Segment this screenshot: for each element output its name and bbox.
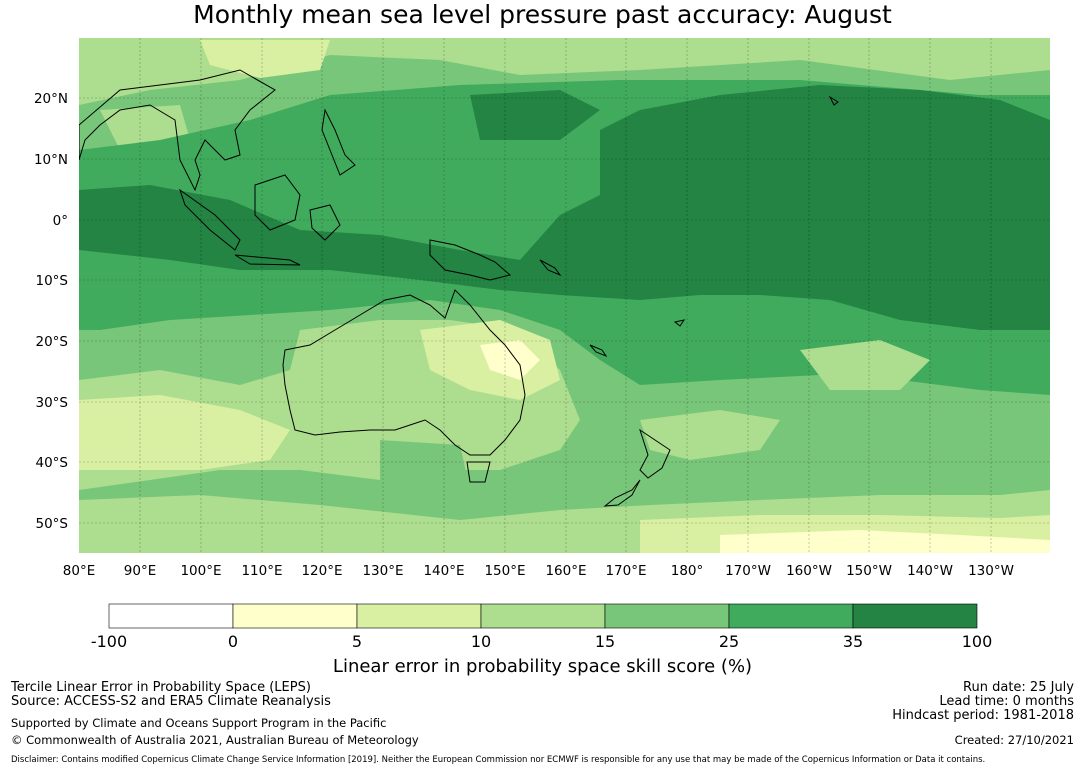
colorbar-tick-label: 10 <box>471 632 491 651</box>
created-label: Created: 27/10/2021 <box>954 733 1074 747</box>
lon-label: 130°W <box>968 563 1014 579</box>
lat-label: 50°S <box>36 516 69 532</box>
support-label: Supported by Climate and Oceans Support … <box>11 716 387 730</box>
lon-label: 160°W <box>786 563 832 579</box>
lon-label: 150°W <box>846 563 892 579</box>
colorbar-segment <box>356 603 482 629</box>
lat-label: 10°S <box>36 273 69 289</box>
lead-time-label: Lead time: 0 months <box>939 694 1074 709</box>
disclaimer: Disclaimer: Contains modified Copernicus… <box>11 755 986 765</box>
lon-label: 120°E <box>301 563 342 579</box>
lat-label: 40°S <box>36 455 69 471</box>
lon-label: 140°E <box>423 563 464 579</box>
colorbar-segment <box>232 603 358 629</box>
colorbar-tick-label: 100 <box>962 632 993 651</box>
lon-label: 100°E <box>180 563 221 579</box>
copyright-label: © Commonwealth of Australia 2021, Austra… <box>11 733 419 747</box>
coastlines <box>79 69 839 507</box>
colorbar-tick-label: 25 <box>719 632 739 651</box>
lon-label: 140°W <box>907 563 953 579</box>
hindcast-label: Hindcast period: 1981-2018 <box>892 708 1074 723</box>
lon-label: 170°E <box>605 563 646 579</box>
lon-label: 130°E <box>362 563 403 579</box>
lon-label: 160°E <box>545 563 586 579</box>
lat-label: 0° <box>53 213 68 229</box>
lon-label: 170°W <box>725 563 771 579</box>
lon-label: 90°E <box>124 563 156 579</box>
colorbar-tick-label: 35 <box>843 632 863 651</box>
colorbar-title: Linear error in probability space skill … <box>332 656 753 677</box>
lat-label: 30°S <box>36 395 69 411</box>
graticule <box>79 38 1050 553</box>
run-date-label: Run date: 25 July <box>963 680 1074 695</box>
lat-label: 10°N <box>34 152 68 168</box>
lat-labels: 20°N 10°N 0° 10°S 20°S 30°S 40°S 50°S <box>34 91 68 532</box>
colorbar-tick-label: 5 <box>352 632 362 651</box>
colorbar-tick-label: 0 <box>228 632 238 651</box>
lon-label: 150°E <box>484 563 525 579</box>
lon-labels: 80°E 90°E 100°E 110°E 120°E 130°E 140°E … <box>63 563 1014 579</box>
lat-label: 20°S <box>36 334 69 350</box>
method-label: Tercile Linear Error in Probability Spac… <box>11 680 311 695</box>
colorbar-segment <box>852 603 978 629</box>
colorbar-segment <box>728 603 854 629</box>
colorbar-tick-label: 15 <box>595 632 615 651</box>
skill-field <box>79 38 1050 553</box>
lon-label: 110°E <box>241 563 282 579</box>
source-label: Source: ACCESS-S2 and ERA5 Climate Reana… <box>11 694 331 709</box>
colorbar: -100 0 5 10 15 25 35 100 <box>91 603 993 651</box>
colorbar-segment <box>480 603 606 629</box>
lon-label: 80°E <box>63 563 95 579</box>
colorbar-segment <box>604 603 730 629</box>
lat-label: 20°N <box>34 91 68 107</box>
lon-label: 180° <box>671 563 704 579</box>
colorbar-segment <box>108 603 234 629</box>
colorbar-tick-label: -100 <box>91 632 127 651</box>
map-title: Monthly mean sea level pressure past acc… <box>193 0 892 29</box>
skill-map: 20°N 10°N 0° 10°S 20°S 30°S 40°S 50°S 80… <box>34 38 1050 651</box>
